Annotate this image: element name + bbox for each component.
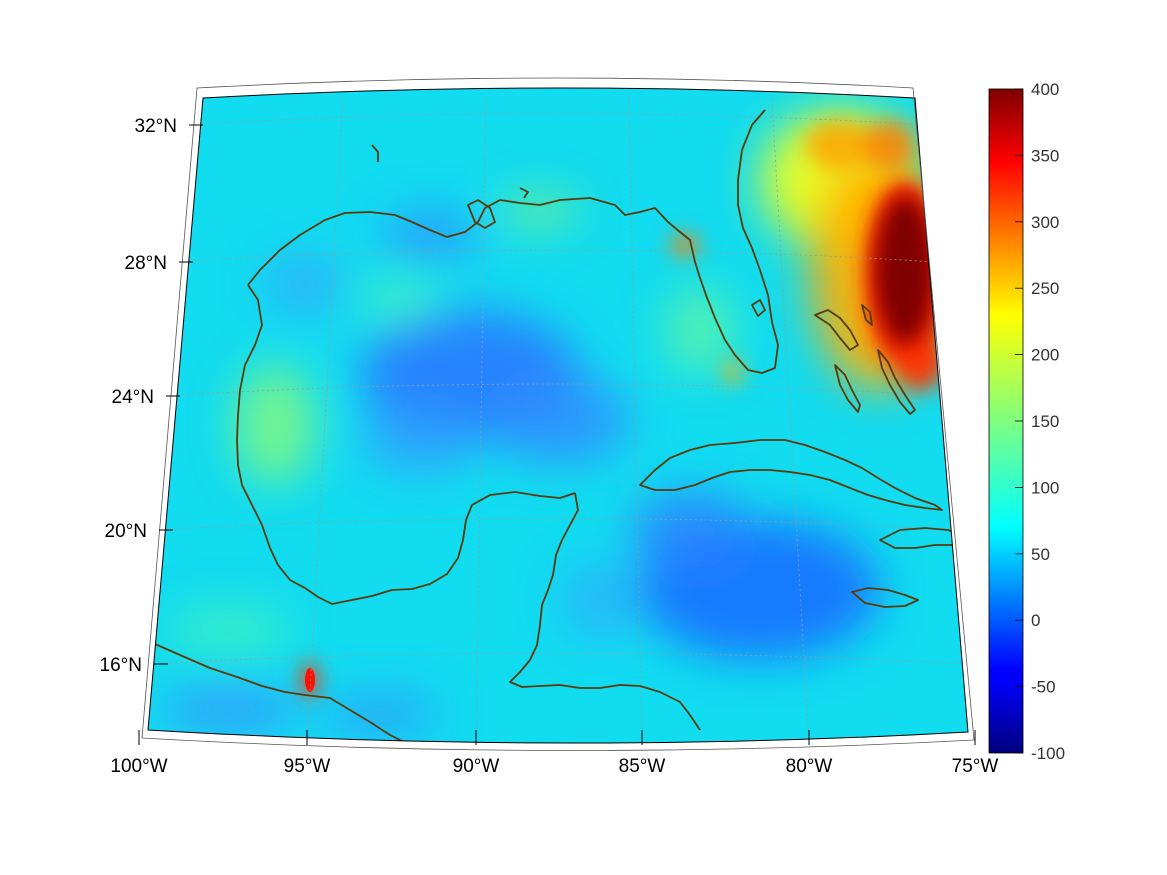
lon-label: 85°W: [619, 756, 666, 777]
longitude-labels: 100°W 95°W 90°W 85°W 80°W 75°W: [110, 730, 998, 777]
lat-label: 32°N: [135, 116, 177, 137]
colorbar-label: 300: [1031, 213, 1059, 232]
lat-label: 20°N: [105, 521, 147, 542]
colorbar-label: 100: [1031, 478, 1059, 497]
latitude-labels: 32°N 28°N 24°N 20°N 16°N: [100, 116, 203, 676]
lon-label: 75°W: [952, 756, 999, 777]
lon-label: 100°W: [110, 756, 167, 777]
lon-label: 95°W: [284, 756, 331, 777]
colorbar-label: 350: [1031, 146, 1059, 165]
colorbar-label: 400: [1031, 80, 1059, 99]
colorbar-label: 50: [1031, 545, 1050, 564]
lat-label: 24°N: [112, 387, 154, 408]
lon-label: 80°W: [786, 756, 833, 777]
coastlines: [154, 109, 961, 744]
graticule: [149, 95, 968, 744]
colorbar-label: -50: [1031, 678, 1056, 697]
colorbar-label: 150: [1031, 412, 1059, 431]
colorbar-label: 200: [1031, 346, 1059, 365]
map-frame-outer: [141, 77, 975, 751]
data-field: [148, 88, 968, 744]
colorbar-label: 250: [1031, 279, 1059, 298]
lon-label: 90°W: [453, 756, 500, 777]
lat-label: 28°N: [125, 253, 167, 274]
lat-label: 16°N: [100, 655, 142, 676]
colorbar-ticks: 400 350 300 250 200 150 100 50 0 -50 -100: [1015, 80, 1065, 763]
map-frame: [147, 87, 969, 744]
colorbar-label: -100: [1031, 744, 1065, 763]
colorbar-label: 0: [1031, 611, 1040, 630]
